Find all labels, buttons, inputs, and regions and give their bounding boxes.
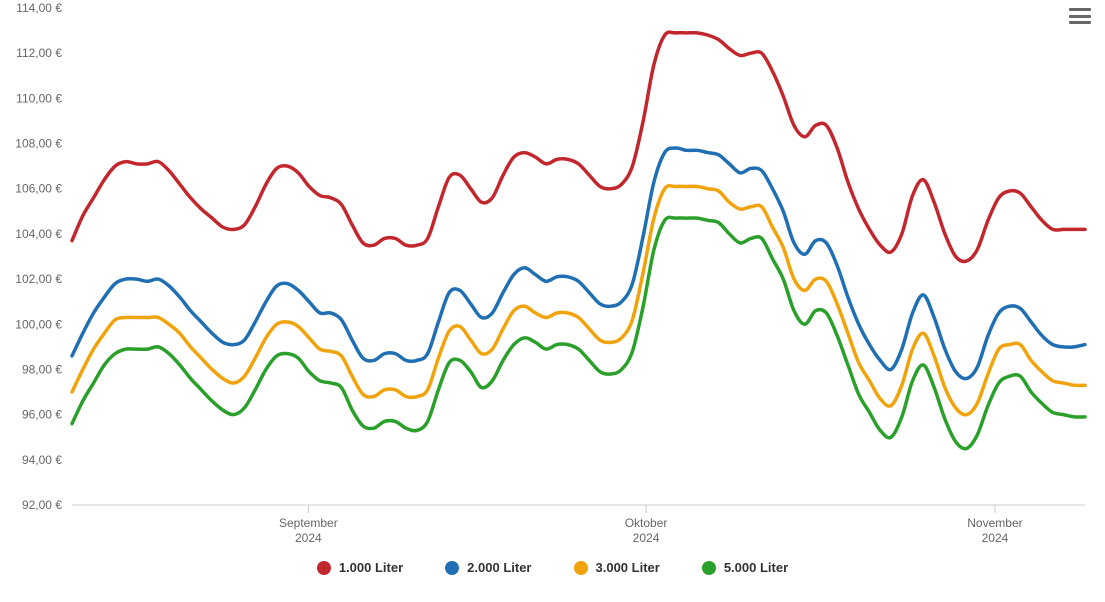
y-axis-tick-label: 96,00 € (22, 408, 62, 422)
x-axis-tick-sublabel: 2024 (982, 531, 1009, 545)
legend-swatch (317, 561, 331, 575)
y-axis-tick-label: 106,00 € (15, 182, 62, 196)
y-axis-tick-label: 114,00 € (16, 1, 62, 15)
legend-label: 5.000 Liter (724, 560, 788, 575)
y-axis-tick-label: 100,00 € (15, 317, 62, 331)
y-axis-tick-label: 94,00 € (22, 453, 62, 467)
y-axis-tick-label: 110,00 € (16, 91, 62, 105)
x-axis-tick-label: Oktober (625, 516, 668, 530)
legend-label: 3.000 Liter (596, 560, 660, 575)
legend-item[interactable]: 5.000 Liter (702, 560, 788, 575)
legend-swatch (702, 561, 716, 575)
legend-swatch (445, 561, 459, 575)
legend-item[interactable]: 3.000 Liter (574, 560, 660, 575)
legend-label: 1.000 Liter (339, 560, 403, 575)
series-line (72, 148, 1085, 379)
chart-menu-icon[interactable] (1069, 6, 1091, 26)
y-axis-tick-label: 104,00 € (15, 227, 62, 241)
x-axis-tick-sublabel: 2024 (633, 531, 660, 545)
series-line (72, 32, 1085, 261)
legend-label: 2.000 Liter (467, 560, 531, 575)
y-axis-tick-label: 108,00 € (15, 137, 62, 151)
y-axis-tick-label: 102,00 € (15, 272, 62, 286)
legend-item[interactable]: 1.000 Liter (317, 560, 403, 575)
y-axis-tick-label: 98,00 € (22, 362, 62, 376)
chart-legend: 1.000 Liter 2.000 Liter 3.000 Liter 5.000 L… (0, 560, 1105, 575)
legend-swatch (574, 561, 588, 575)
x-axis-tick-sublabel: 2024 (295, 531, 322, 545)
y-axis-tick-label: 112,00 € (16, 46, 62, 60)
legend-item[interactable]: 2.000 Liter (445, 560, 531, 575)
x-axis-tick-label: November (967, 516, 1022, 530)
line-chart: 92,00 € 94,00 € 96,00 € 98,00 € 100,00 € 102,… (0, 0, 1105, 602)
series-line (72, 217, 1085, 448)
y-axis-tick-label: 92,00 € (22, 498, 62, 512)
chart-plot-area: 92,00 € 94,00 € 96,00 € 98,00 € 100,00 € 102,… (0, 0, 1105, 545)
x-axis-tick-label: September (279, 516, 338, 530)
